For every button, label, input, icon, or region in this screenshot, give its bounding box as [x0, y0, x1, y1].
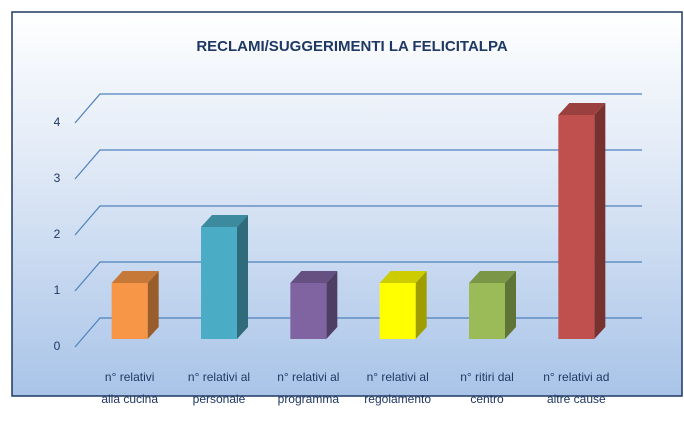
y-tick-label: 1 — [54, 283, 61, 297]
bar-side — [505, 271, 516, 339]
bar-side — [237, 215, 248, 339]
bar-top — [111, 271, 159, 283]
bar — [469, 283, 505, 339]
x-tick-label: n° relativi alla cucina — [101, 370, 158, 406]
x-tick-label: n° relativi ad altre cause — [543, 370, 609, 406]
bar-side — [415, 271, 427, 339]
grid-line — [74, 317, 642, 348]
bar — [201, 227, 237, 339]
bar — [558, 115, 595, 339]
bar-top — [290, 271, 338, 283]
bar-side — [326, 271, 338, 339]
grid-line — [74, 149, 642, 180]
x-tick-label: n° ritiri dal centro — [460, 370, 513, 406]
bar-top — [469, 271, 516, 283]
grid-line — [74, 205, 642, 236]
bar — [111, 283, 148, 339]
bar-top — [379, 271, 427, 283]
x-tick-label: n° relativi al regolamento — [364, 370, 431, 406]
y-tick-label: 3 — [54, 171, 61, 185]
grid-line — [74, 93, 642, 124]
x-tick-label: n° relativi al programma — [277, 370, 339, 406]
chart-title: RECLAMI/SUGGERIMENTI LA FELICITALPA — [196, 38, 508, 55]
y-tick-label: 0 — [54, 339, 61, 353]
x-tick-label: n° relativi al personale — [188, 370, 250, 406]
grid-line — [74, 261, 642, 292]
bar-side — [147, 271, 159, 339]
bar-side — [594, 103, 606, 339]
bar — [379, 283, 416, 339]
y-tick-label: 4 — [54, 115, 61, 129]
bar — [290, 283, 327, 339]
bar-top — [201, 215, 248, 227]
bar-top — [558, 103, 606, 115]
y-tick-label: 2 — [54, 227, 61, 241]
